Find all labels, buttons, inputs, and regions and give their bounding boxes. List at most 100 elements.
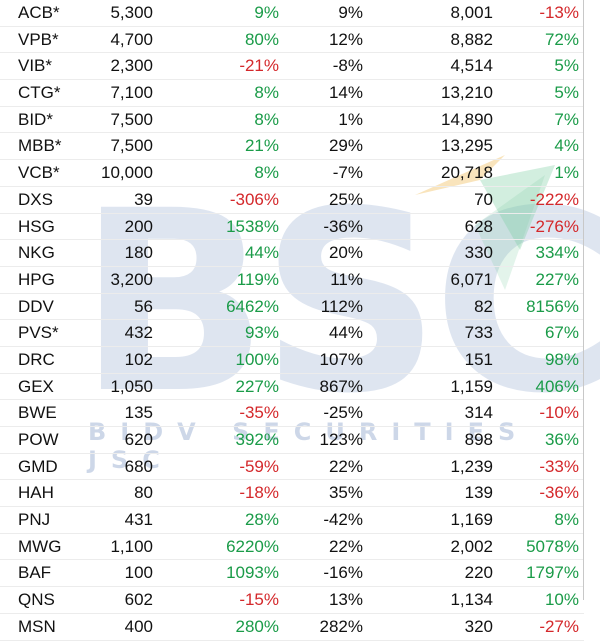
value-col1-cell: 432	[124, 323, 153, 343]
value-col1-cell: 2,300	[110, 56, 153, 76]
value-col1-cell: 102	[124, 349, 153, 369]
ticker-cell: VPB*	[18, 29, 59, 49]
ticker-cell: PNJ	[18, 510, 51, 530]
value-col1-cell: 10,000	[101, 163, 153, 183]
ticker-cell: CTG*	[18, 83, 61, 103]
change-col5-cell: 98%	[544, 349, 579, 369]
column-divider	[583, 0, 584, 600]
change-col2-cell: 8%	[254, 83, 279, 103]
ticker-cell: DDV	[18, 296, 54, 316]
value-col4-cell: 70	[474, 189, 493, 209]
table-row: MWG 1,100 6220% 22% 2,002 5078%	[0, 534, 584, 561]
ticker-cell: NKG	[18, 243, 55, 263]
table-row: VIB* 2,300 -21% -8% 4,514 5%	[0, 53, 584, 81]
value-col1-cell: 56	[134, 296, 153, 316]
table-row: MSN 400 280% 282% 320 -27%	[0, 614, 584, 641]
change-col5-cell: 67%	[544, 323, 579, 343]
change-col2-cell: -306%	[229, 189, 279, 209]
change-col5-cell: -36%	[539, 483, 579, 503]
table-row: CTG* 7,100 8% 14% 13,210 5%	[0, 80, 584, 107]
table-row: QNS 602 -15% 13% 1,134 10%	[0, 587, 584, 614]
change-col5-cell: 1797%	[526, 563, 579, 583]
value-col4-cell: 1,159	[450, 376, 493, 396]
value-col1-cell: 4,700	[110, 29, 153, 49]
change-col2-cell: 100%	[235, 349, 279, 369]
table-row: DXS 39 -306% 25% 70 -222%	[0, 187, 584, 214]
table-row: PNJ 431 28% -42% 1,169 8%	[0, 507, 584, 534]
change-col2-cell: 6220%	[226, 536, 279, 556]
table-row: MBB* 7,500 21% 29% 13,295 4%	[0, 133, 584, 161]
ticker-cell: DRC	[18, 349, 55, 369]
change-col2-cell: -18%	[239, 483, 279, 503]
table-row: POW 620 392% 123% 898 36%	[0, 427, 584, 454]
value-col1-cell: 135	[124, 403, 153, 423]
ticker-cell: BWE	[18, 403, 57, 423]
value-col4-cell: 13,210	[441, 83, 493, 103]
change-col3-cell: 35%	[328, 483, 363, 503]
value-col1-cell: 1,050	[110, 376, 153, 396]
value-col4-cell: 314	[464, 403, 493, 423]
ticker-cell: DXS	[18, 189, 53, 209]
change-col3-cell: 44%	[328, 323, 363, 343]
ticker-cell: VCB*	[18, 163, 60, 183]
table-row: DRC 102 100% 107% 151 98%	[0, 347, 584, 374]
value-col1-cell: 200	[124, 216, 153, 236]
value-col4-cell: 6,071	[450, 269, 493, 289]
ticker-cell: ACB*	[18, 3, 60, 22]
stock-table: ACB* 5,300 9% 9% 8,001 -13% VPB* 4,700 80% 12% 8,8…	[0, 3, 584, 641]
value-col1-cell: 400	[124, 616, 153, 636]
ticker-cell: HSG	[18, 216, 55, 236]
value-col1-cell: 180	[124, 243, 153, 263]
change-col2-cell: 28%	[244, 510, 279, 530]
value-col1-cell: 39	[134, 189, 153, 209]
value-col4-cell: 8,001	[450, 3, 493, 22]
value-col4-cell: 139	[464, 483, 493, 503]
change-col2-cell: 1093%	[226, 563, 279, 583]
table-row: BWE 135 -35% -25% 314 -10%	[0, 400, 584, 427]
change-col3-cell: 29%	[328, 136, 363, 156]
change-col2-cell: -59%	[239, 456, 279, 476]
change-col3-cell: 282%	[319, 616, 363, 636]
value-col4-cell: 628	[464, 216, 493, 236]
change-col3-cell: 1%	[338, 109, 363, 129]
value-col1-cell: 3,200	[110, 269, 153, 289]
value-col4-cell: 898	[464, 430, 493, 449]
table-row: VPB* 4,700 80% 12% 8,882 72%	[0, 27, 584, 54]
change-col3-cell: -8%	[332, 56, 363, 76]
change-col5-cell: -27%	[539, 616, 579, 636]
ticker-cell: GMD	[18, 456, 58, 476]
change-col3-cell: 22%	[328, 456, 363, 476]
change-col2-cell: 93%	[244, 323, 279, 343]
value-col1-cell: 1,100	[110, 536, 153, 556]
change-col3-cell: 9%	[338, 3, 363, 22]
change-col3-cell: -16%	[323, 563, 363, 583]
change-col2-cell: -21%	[239, 56, 279, 76]
change-col3-cell: 123%	[319, 430, 363, 449]
change-col5-cell: 227%	[535, 269, 579, 289]
value-col4-cell: 14,890	[441, 109, 493, 129]
change-col3-cell: 107%	[319, 349, 363, 369]
change-col5-cell: 1%	[554, 163, 579, 183]
ticker-cell: POW	[18, 430, 59, 449]
table-row: HAH 80 -18% 35% 139 -36%	[0, 480, 584, 508]
value-col4-cell: 220	[464, 563, 493, 583]
change-col3-cell: 12%	[328, 29, 363, 49]
change-col3-cell: 14%	[328, 83, 363, 103]
table-row: BAF 100 1093% -16% 220 1797%	[0, 560, 584, 588]
change-col2-cell: 6462%	[226, 296, 279, 316]
change-col5-cell: -276%	[529, 216, 579, 236]
change-col5-cell: 334%	[535, 243, 579, 263]
ticker-cell: BID*	[18, 109, 53, 129]
ticker-cell: GEX	[18, 376, 54, 396]
table-row: BID* 7,500 8% 1% 14,890 7%	[0, 107, 584, 134]
table-row: VCB* 10,000 8% -7% 20,718 1%	[0, 160, 584, 187]
change-col2-cell: 119%	[236, 269, 279, 289]
change-col2-cell: 280%	[235, 616, 279, 636]
value-col1-cell: 7,500	[110, 136, 153, 156]
value-col1-cell: 431	[124, 510, 153, 530]
change-col5-cell: -10%	[539, 403, 579, 423]
table-row: GMD 680 -59% 22% 1,239 -33%	[0, 454, 584, 481]
change-col5-cell: 5%	[554, 56, 579, 76]
change-col3-cell: 112%	[320, 296, 363, 316]
change-col3-cell: -36%	[323, 216, 363, 236]
